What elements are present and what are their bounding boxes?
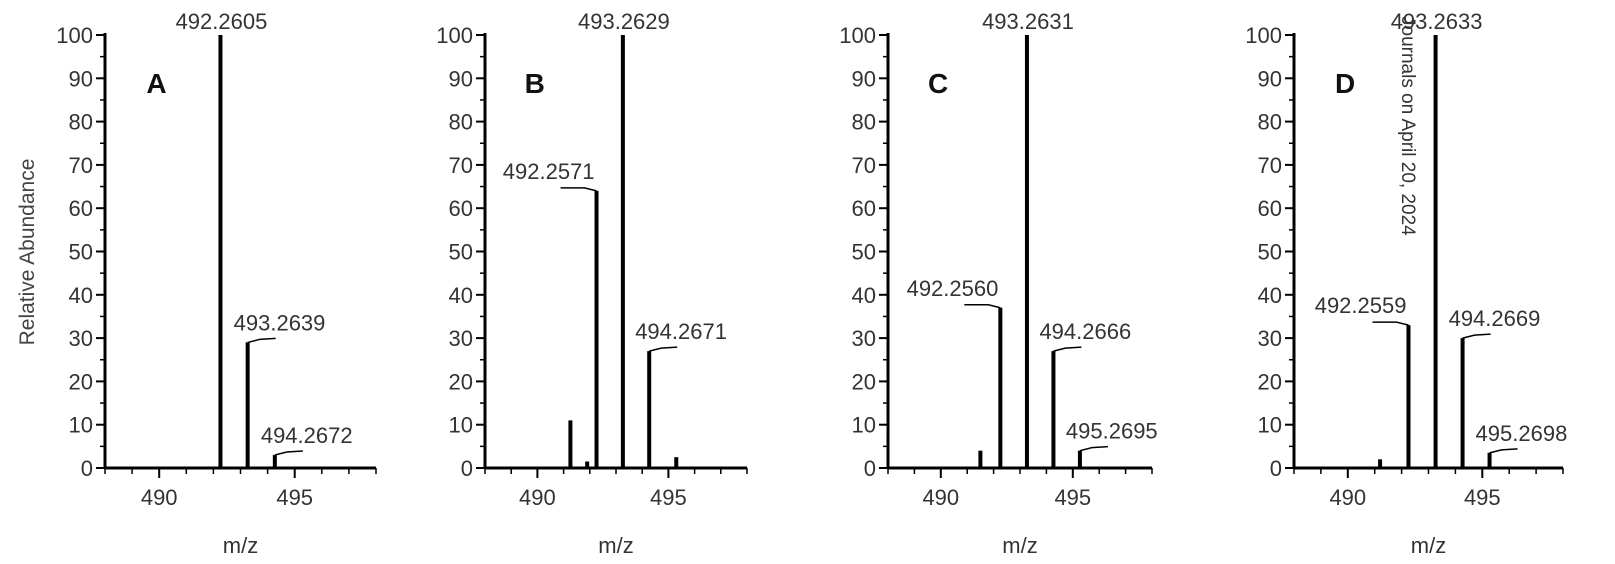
panel-label: C [928,68,948,99]
peak-label: 494.2672 [261,423,353,448]
x-axis-label: m/z [1002,533,1037,558]
peak-label-leader [247,337,276,344]
peak-label-leader [1053,346,1082,352]
peak-label: 492.2559 [1315,293,1407,318]
peak-label-leader [560,187,597,192]
y-tick-label: 80 [69,110,93,135]
peak-label-leader [1462,333,1491,339]
spectrum-panel-b: 0 10 20 30 40 50 60 70 80 90 100 490 495 m/z B 492.2571… [436,9,748,558]
watermark-text: Journals on April 20, 2024 [1397,16,1418,236]
peak-label-leader [1079,445,1108,452]
y-tick-label: 90 [1258,66,1282,91]
peak-label: 494.2671 [635,319,727,344]
y-tick-label: 30 [1258,326,1282,351]
x-tick-label: 490 [519,485,556,510]
y-tick-label: 50 [449,240,473,265]
peak-label: 493.2629 [578,9,670,34]
y-tick-label: 0 [1270,456,1282,481]
y-tick-label: 60 [449,196,473,221]
peak-label: 492.2560 [907,276,999,301]
spectrum-panel-d: 0 10 20 30 40 50 60 70 80 90 100 490 495 m/z D 492.2559… [1245,9,1567,558]
y-tick-label: 90 [449,66,473,91]
y-tick-label: 10 [1258,413,1282,438]
y-tick-label: 40 [69,283,93,308]
peak-label-leader [1372,321,1409,326]
spectrum-panel-c: 0 10 20 30 40 50 60 70 80 90 100 490 495 m/z C 492.2560… [839,9,1157,558]
y-tick-label: 30 [449,326,473,351]
y-tick-label: 50 [852,240,876,265]
peak-label: 493.2631 [982,9,1074,34]
y-tick-label: 60 [852,196,876,221]
x-tick-label: 490 [1329,485,1366,510]
x-tick-label: 490 [922,485,959,510]
y-tick-label: 60 [1258,196,1282,221]
y-tick-label: 0 [864,456,876,481]
y-tick-label: 40 [449,283,473,308]
y-tick-label: 100 [839,23,876,48]
peak-label: 492.2605 [176,9,268,34]
spectrum-panel-a: 0 10 20 30 40 50 60 70 80 90 100 490 495 m/z A 492.2605… [56,9,377,558]
peak-label-leader [649,346,678,352]
panel-label: A [146,68,166,99]
x-tick-label: 495 [1464,485,1501,510]
y-axis-label: Relative Abundance [16,159,39,346]
y-tick-label: 70 [449,153,473,178]
x-axis-label: m/z [1411,533,1446,558]
y-tick-label: 10 [69,413,93,438]
y-tick-label: 0 [461,456,473,481]
y-tick-label: 90 [852,66,876,91]
peak-label: 495.2695 [1066,419,1158,444]
y-tick-label: 0 [81,456,93,481]
peak-label-leader [964,304,1001,309]
peak-label: 494.2669 [1449,306,1541,331]
peak-label-leader [274,450,303,456]
peak-label: 495.2698 [1476,421,1568,446]
y-tick-label: 80 [1258,110,1282,135]
y-tick-label: 20 [69,369,93,394]
y-tick-label: 20 [1258,369,1282,394]
x-axis-label: m/z [223,533,258,558]
y-tick-label: 90 [69,66,93,91]
panel-label: D [1335,68,1355,99]
y-tick-label: 70 [69,153,93,178]
y-tick-label: 80 [449,110,473,135]
y-tick-label: 60 [69,196,93,221]
panel-label: B [525,68,545,99]
y-tick-label: 100 [436,23,473,48]
peak-label: 494.2666 [1039,319,1131,344]
peak-label-leader [1489,448,1518,454]
x-tick-label: 495 [650,485,687,510]
y-tick-label: 100 [56,23,93,48]
x-tick-label: 490 [141,485,178,510]
y-tick-label: 10 [449,413,473,438]
x-tick-label: 495 [276,485,313,510]
x-tick-label: 495 [1054,485,1091,510]
peak-label: 493.2639 [234,310,326,335]
y-tick-label: 50 [69,240,93,265]
peak-label: 492.2571 [503,159,595,184]
watermark: Journals on April 20, 2024 [1388,14,1428,284]
y-tick-label: 20 [852,369,876,394]
y-tick-label: 50 [1258,240,1282,265]
y-tick-label: 40 [852,283,876,308]
y-tick-label: 70 [852,153,876,178]
y-tick-label: 30 [69,326,93,351]
y-tick-label: 20 [449,369,473,394]
peak-label: 493.2633 [1391,9,1483,34]
y-tick-label: 10 [852,413,876,438]
y-tick-label: 80 [852,110,876,135]
y-tick-label: 30 [852,326,876,351]
y-tick-label: 40 [1258,283,1282,308]
y-tick-label: 100 [1245,23,1282,48]
y-tick-label: 70 [1258,153,1282,178]
x-axis-label: m/z [598,533,633,558]
